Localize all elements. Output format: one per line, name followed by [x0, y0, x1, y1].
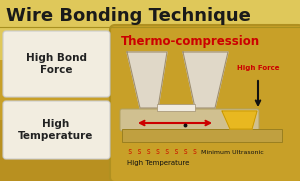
Bar [0, 120, 300, 181]
Bar [0, 60, 300, 121]
Text: High Force: High Force [237, 65, 279, 71]
Text: Thermo-compression: Thermo-compression [120, 35, 260, 49]
Text: Wire Bonding Technique: Wire Bonding Technique [6, 7, 251, 25]
Bar [0, 0, 300, 61]
Polygon shape [127, 52, 167, 108]
Text: s s s s s s s s: s s s s s s s s [128, 148, 198, 157]
FancyBboxPatch shape [120, 109, 259, 131]
Polygon shape [222, 111, 257, 129]
Text: High
Temperature: High Temperature [18, 119, 94, 141]
FancyBboxPatch shape [3, 101, 110, 159]
Text: High Temperature: High Temperature [127, 160, 189, 166]
Text: High Bond
Force: High Bond Force [26, 53, 86, 75]
Polygon shape [183, 52, 228, 108]
Text: Minimum Ultrasonic: Minimum Ultrasonic [201, 150, 263, 155]
Bar [122, 129, 282, 142]
FancyBboxPatch shape [110, 25, 300, 181]
FancyBboxPatch shape [3, 31, 110, 97]
Bar [157, 104, 195, 111]
